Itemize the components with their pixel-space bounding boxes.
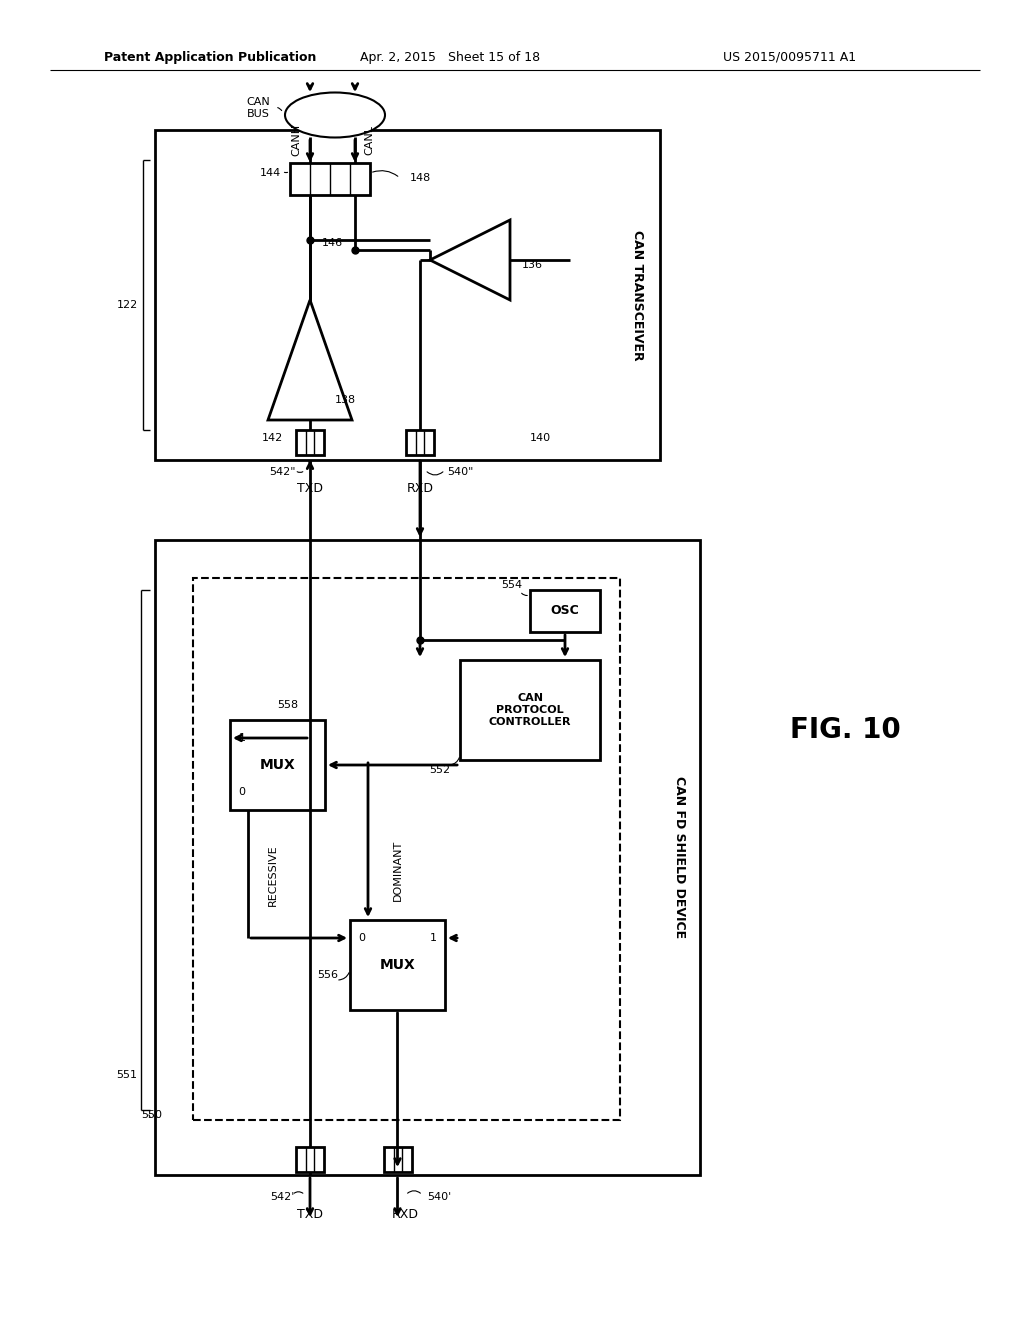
Text: 0: 0 bbox=[358, 933, 366, 942]
FancyBboxPatch shape bbox=[530, 590, 600, 632]
Text: 540": 540" bbox=[446, 467, 473, 477]
Text: 554: 554 bbox=[502, 579, 522, 590]
Text: 551: 551 bbox=[117, 1071, 137, 1080]
Text: 542": 542" bbox=[268, 467, 295, 477]
Text: 558: 558 bbox=[276, 700, 298, 710]
Text: Patent Application Publication: Patent Application Publication bbox=[103, 50, 316, 63]
Text: US 2015/0095711 A1: US 2015/0095711 A1 bbox=[723, 50, 856, 63]
Text: CAN
PROTOCOL
CONTROLLER: CAN PROTOCOL CONTROLLER bbox=[488, 693, 571, 726]
FancyBboxPatch shape bbox=[350, 920, 445, 1010]
Text: CAN FD SHIELD DEVICE: CAN FD SHIELD DEVICE bbox=[674, 776, 686, 939]
Polygon shape bbox=[430, 220, 510, 300]
Text: 542': 542' bbox=[269, 1192, 294, 1203]
FancyBboxPatch shape bbox=[155, 540, 700, 1175]
Text: RECESSIVE: RECESSIVE bbox=[267, 845, 278, 906]
Text: TXD: TXD bbox=[297, 482, 323, 495]
Text: CAN
BUS: CAN BUS bbox=[246, 98, 270, 119]
Text: 140: 140 bbox=[529, 433, 551, 444]
Text: 144: 144 bbox=[259, 168, 281, 178]
FancyBboxPatch shape bbox=[296, 430, 324, 455]
Text: RXD: RXD bbox=[407, 482, 433, 495]
Text: CAN TRANSCEIVER: CAN TRANSCEIVER bbox=[632, 230, 644, 360]
FancyBboxPatch shape bbox=[155, 129, 660, 459]
FancyBboxPatch shape bbox=[406, 430, 434, 455]
FancyBboxPatch shape bbox=[460, 660, 600, 760]
Text: RXD: RXD bbox=[392, 1209, 419, 1221]
Text: DOMINANT: DOMINANT bbox=[392, 840, 402, 900]
Text: MUX: MUX bbox=[260, 758, 295, 772]
Text: 1: 1 bbox=[239, 733, 246, 743]
Text: 122: 122 bbox=[117, 300, 137, 310]
Text: FIG. 10: FIG. 10 bbox=[790, 715, 900, 744]
FancyBboxPatch shape bbox=[296, 1147, 324, 1172]
Ellipse shape bbox=[285, 92, 385, 137]
Polygon shape bbox=[268, 300, 352, 420]
Text: OSC: OSC bbox=[551, 605, 580, 618]
Text: 552: 552 bbox=[429, 766, 451, 775]
Text: CANH: CANH bbox=[291, 124, 301, 156]
Text: Apr. 2, 2015   Sheet 15 of 18: Apr. 2, 2015 Sheet 15 of 18 bbox=[360, 50, 540, 63]
Text: 1: 1 bbox=[429, 933, 436, 942]
Text: CANL: CANL bbox=[364, 125, 374, 154]
Text: 0: 0 bbox=[239, 787, 246, 797]
Text: 136: 136 bbox=[521, 260, 543, 271]
Text: 550: 550 bbox=[141, 1110, 162, 1119]
FancyBboxPatch shape bbox=[230, 719, 325, 810]
FancyBboxPatch shape bbox=[193, 578, 620, 1119]
Text: TXD: TXD bbox=[297, 1209, 323, 1221]
Text: 146: 146 bbox=[322, 238, 343, 248]
FancyBboxPatch shape bbox=[384, 1147, 412, 1172]
Text: 138: 138 bbox=[335, 395, 355, 405]
Text: 540': 540' bbox=[427, 1192, 452, 1203]
Text: 556: 556 bbox=[317, 970, 339, 979]
Text: MUX: MUX bbox=[380, 958, 416, 972]
Text: 142: 142 bbox=[261, 433, 283, 444]
FancyBboxPatch shape bbox=[290, 162, 370, 195]
Text: 148: 148 bbox=[410, 173, 431, 183]
